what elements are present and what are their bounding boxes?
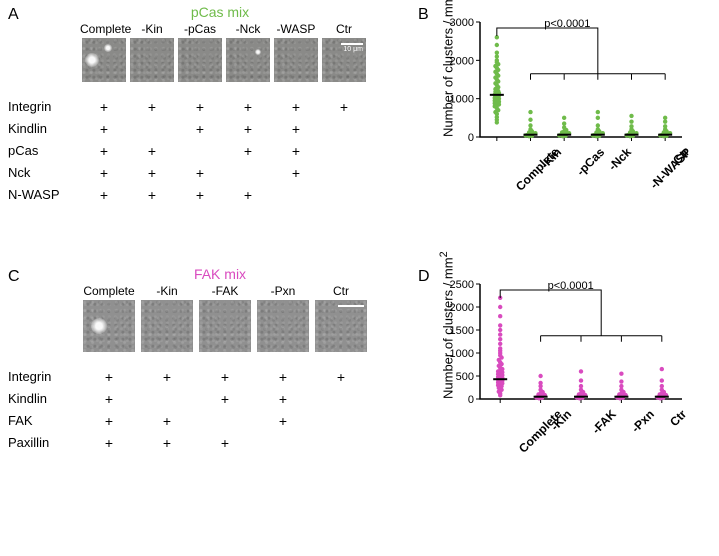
grid-cell: + <box>224 99 272 115</box>
grid-cell: + <box>80 413 138 429</box>
grid-cell: + <box>80 165 128 181</box>
column-header: Complete <box>80 284 138 298</box>
panel-d-chart: 05001000150020002500p<0.0001Number of cl… <box>432 274 692 454</box>
row-label: Paxillin <box>8 432 51 454</box>
grid-cell: + <box>254 369 312 385</box>
grid-cell: + <box>176 165 224 181</box>
panel-a-grid: ++++++++++++++++++++++ <box>80 96 368 206</box>
pcas-mix-title: pCas mix <box>120 4 320 20</box>
row-label: N-WASP <box>8 184 60 206</box>
scalebar <box>341 43 363 45</box>
panel-label-b: B <box>418 6 429 24</box>
column-header: -Nck <box>224 22 272 36</box>
grid-cell: + <box>80 143 128 159</box>
grid-cell: + <box>272 99 320 115</box>
column-header: -Kin <box>138 284 196 298</box>
svg-text:500: 500 <box>456 371 474 383</box>
micrograph <box>274 38 318 82</box>
micrograph <box>315 300 367 352</box>
grid-cell: + <box>272 165 320 181</box>
grid-cell: + <box>80 369 138 385</box>
scalebar-label: 10 μm <box>343 46 363 53</box>
micrograph <box>226 38 270 82</box>
row-label: Integrin <box>8 96 60 118</box>
grid-cell: + <box>224 143 272 159</box>
column-header: Ctr <box>312 284 370 298</box>
column-header: Ctr <box>320 22 368 36</box>
panel-c-grid: ++++++++++++++ <box>80 366 370 454</box>
grid-cell: + <box>128 143 176 159</box>
row-label: pCas <box>8 140 60 162</box>
grid-cell: + <box>176 121 224 137</box>
grid-cell: + <box>272 121 320 137</box>
micrograph <box>178 38 222 82</box>
panel-label-a: A <box>8 6 19 24</box>
column-header: -Kin <box>128 22 176 36</box>
panel-c-micrographs <box>80 300 370 352</box>
svg-text:p<0.0001: p<0.0001 <box>548 280 594 292</box>
grid-cell: + <box>312 369 370 385</box>
micrograph: 10 μm <box>322 38 366 82</box>
grid-cell: + <box>138 435 196 451</box>
grid-cell: + <box>176 99 224 115</box>
y-axis-label: Number of clusters / mm2 <box>438 284 455 399</box>
column-header: -FAK <box>196 284 254 298</box>
grid-cell: + <box>196 369 254 385</box>
grid-cell: + <box>254 391 312 407</box>
panel-c-row-labels: IntegrinKindlinFAKPaxillin <box>8 366 51 454</box>
grid-cell: + <box>80 99 128 115</box>
grid-cell: + <box>138 369 196 385</box>
micrograph <box>130 38 174 82</box>
fak-mix-title: FAK mix <box>120 266 320 282</box>
grid-cell: + <box>128 165 176 181</box>
grid-cell: + <box>80 121 128 137</box>
row-label: FAK <box>8 410 51 432</box>
micrograph <box>257 300 309 352</box>
grid-cell: + <box>128 187 176 203</box>
micrograph <box>141 300 193 352</box>
grid-cell: + <box>80 435 138 451</box>
grid-cell: + <box>128 99 176 115</box>
panel-a-column-headers: Complete-Kin-pCas-Nck-WASPCtr <box>80 22 368 36</box>
grid-cell: + <box>224 187 272 203</box>
panel-label-c: C <box>8 268 20 286</box>
svg-text:0: 0 <box>468 394 474 406</box>
grid-cell: + <box>272 143 320 159</box>
panel-a-row-labels: IntegrinKindlinpCasNckN-WASP <box>8 96 60 206</box>
column-header: -WASP <box>272 22 320 36</box>
grid-cell: + <box>254 413 312 429</box>
panel-b-chart: 0100020003000p<0.0001Number of clusters … <box>432 12 692 192</box>
panel-a-micrographs: 10 μm <box>80 38 368 82</box>
grid-cell: + <box>320 99 368 115</box>
micrograph <box>199 300 251 352</box>
micrograph <box>83 300 135 352</box>
micrograph <box>82 38 126 82</box>
row-label: Nck <box>8 162 60 184</box>
fak-mix-title-text: FAK mix <box>194 266 246 282</box>
column-header: -Pxn <box>254 284 312 298</box>
row-label: Integrin <box>8 366 51 388</box>
row-label: Kindlin <box>8 118 60 140</box>
scalebar <box>338 305 364 307</box>
svg-text:p<0.0001: p<0.0001 <box>544 18 590 30</box>
grid-cell: + <box>176 187 224 203</box>
pcas-mix-title-text: pCas mix <box>191 4 249 20</box>
grid-cell: + <box>196 391 254 407</box>
svg-text:0: 0 <box>468 132 474 144</box>
row-label: Kindlin <box>8 388 51 410</box>
column-header: -pCas <box>176 22 224 36</box>
grid-cell: + <box>224 121 272 137</box>
grid-cell: + <box>138 413 196 429</box>
column-header: Complete <box>80 22 128 36</box>
grid-cell: + <box>196 435 254 451</box>
grid-cell: + <box>80 391 138 407</box>
y-axis-label: Number of clusters / mm2 <box>438 22 455 137</box>
panel-c-column-headers: Complete-Kin-FAK-PxnCtr <box>80 284 370 298</box>
grid-cell: + <box>80 187 128 203</box>
panel-label-d: D <box>418 268 430 286</box>
